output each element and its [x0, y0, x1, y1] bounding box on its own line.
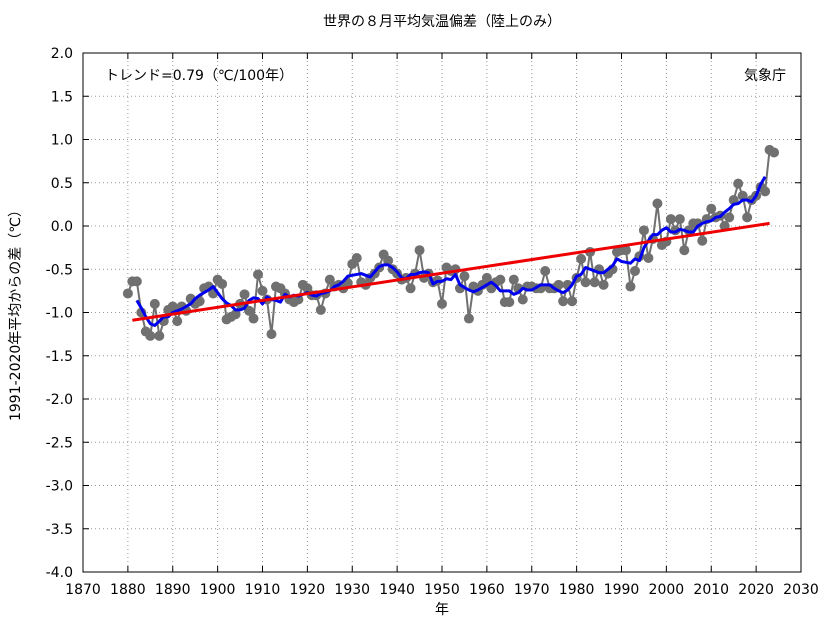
x-tick-label: 1930 — [334, 582, 370, 598]
data-point — [638, 225, 649, 236]
data-point — [540, 265, 551, 276]
data-point — [742, 212, 753, 223]
data-point — [145, 330, 156, 341]
data-point — [576, 253, 587, 264]
data-point — [149, 298, 160, 309]
data-point — [769, 147, 780, 158]
y-tick-label: 1.5 — [51, 89, 73, 105]
data-point — [172, 316, 183, 327]
data-point — [383, 255, 394, 266]
x-tick-label: 1960 — [469, 582, 505, 598]
y-tick-label: -3.5 — [46, 522, 73, 538]
data-point — [652, 198, 663, 209]
data-point — [589, 277, 600, 288]
x-tick-label: 1920 — [290, 582, 326, 598]
data-point — [558, 296, 569, 307]
series-line — [135, 175, 767, 327]
y-tick-label: -1.5 — [46, 349, 73, 365]
x-tick-label: 1890 — [155, 582, 191, 598]
data-point — [706, 203, 717, 214]
data-point — [598, 279, 609, 290]
data-point — [553, 279, 564, 290]
series-line — [132, 221, 770, 322]
x-tick-label: 1990 — [604, 582, 640, 598]
data-point — [437, 298, 447, 309]
plot-frame — [82, 52, 802, 573]
data-point — [414, 245, 425, 256]
data-point — [508, 274, 519, 285]
data-point — [629, 265, 640, 276]
x-tick-label: 1910 — [245, 582, 281, 598]
y-tick-label: -4.0 — [46, 565, 73, 581]
trend-annotation: トレンド=0.79（℃/100年） — [105, 68, 293, 84]
x-tick-label: 1940 — [379, 582, 415, 598]
data-point — [580, 277, 591, 288]
data-point — [217, 278, 228, 289]
data-point — [567, 296, 578, 307]
data-point — [724, 212, 735, 223]
y-tick-label: -2.0 — [46, 392, 73, 408]
data-point — [230, 309, 241, 320]
data-point — [625, 281, 636, 292]
y-tick-label: -0.5 — [46, 262, 73, 278]
x-tick-label: 2010 — [693, 582, 729, 598]
y-tick-label: -3.0 — [46, 479, 73, 495]
data-point — [459, 271, 470, 282]
data-point — [463, 313, 474, 324]
y-tick-label: 0.5 — [51, 176, 73, 192]
data-point — [154, 330, 165, 341]
data-point — [733, 178, 744, 189]
x-axis-label: 年 — [435, 602, 449, 618]
y-tick-label: -1.0 — [46, 306, 73, 322]
y-tick-label: -2.5 — [46, 435, 73, 451]
data-point — [122, 288, 133, 299]
data-point — [167, 301, 178, 312]
source-annotation: 気象庁 — [744, 68, 786, 84]
data-point — [620, 245, 631, 256]
data-point — [481, 272, 492, 283]
y-axis-label: 1991-2020年平均からの差（℃） — [8, 203, 24, 421]
data-point — [760, 186, 771, 197]
data-point — [239, 289, 250, 300]
data-point — [131, 276, 142, 287]
x-tick-label: 1880 — [110, 582, 146, 598]
data-point — [679, 245, 690, 256]
data-point — [674, 214, 685, 225]
y-tick-label: 0.0 — [51, 219, 73, 235]
data-point — [253, 269, 264, 280]
data-point — [643, 253, 654, 264]
x-tick-label: 2020 — [738, 582, 774, 598]
x-tick-label: 2000 — [649, 582, 685, 598]
x-tick-label: 1980 — [559, 582, 595, 598]
data-point — [517, 294, 528, 305]
x-tick-label: 1950 — [424, 582, 460, 598]
data-point — [244, 305, 255, 316]
x-tick-label: 1900 — [200, 582, 236, 598]
data-point — [351, 253, 362, 264]
data-point — [665, 214, 676, 225]
data-point — [495, 274, 506, 285]
data-point — [257, 285, 268, 296]
x-tick-label: 1870 — [65, 582, 101, 598]
x-tick-label: 2030 — [783, 582, 819, 598]
data-point — [504, 297, 515, 308]
data-point — [266, 329, 277, 340]
data-point — [248, 313, 259, 324]
x-tick-label: 1970 — [514, 582, 550, 598]
data-point — [737, 190, 748, 201]
y-tick-label: 1.0 — [51, 133, 73, 149]
data-point — [405, 283, 416, 294]
data-point — [697, 235, 708, 246]
data-point — [315, 304, 326, 315]
y-tick-label: 2.0 — [51, 46, 73, 62]
chart-title: 世界の８月平均気温偏差（陸上のみ） — [323, 14, 561, 30]
